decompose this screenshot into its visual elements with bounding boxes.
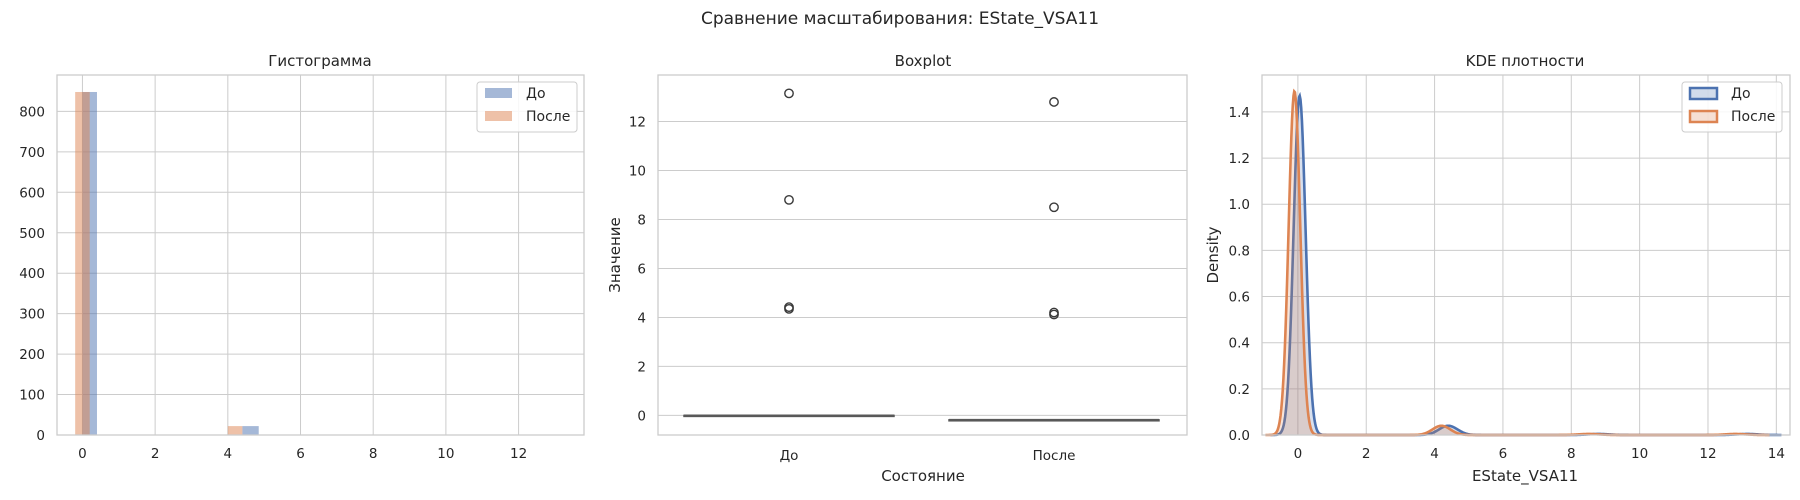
kde-x-tick-label: 0 [1294,446,1303,462]
boxplot-panel: Boxplot 0 2 4 6 8 10 12 До После Состояние Знач… [606,52,1188,485]
kde-y-tick-label: 1.0 [1229,197,1250,213]
histogram-x-tick-label: 0 [78,446,87,462]
boxplot-y-tick-label: 8 [637,212,646,228]
histogram-y-tick-label: 0 [36,428,45,444]
kde-x-tick-label: 2 [1362,446,1371,462]
figure-suptitle: Сравнение масштабирования: EState_VSA11 [701,9,1099,29]
histogram-x-tick-label: 6 [296,446,305,462]
kde-line [1270,91,1782,437]
kde-x-tick-label: 14 [1768,446,1785,462]
histogram-y-tick-label: 400 [19,266,45,282]
histogram-x-tick-label: 4 [224,446,233,462]
boxplot-y-tick-label: 10 [629,164,646,180]
histogram-y-tick-label: 800 [19,104,45,120]
histogram-legend-swatch-after [485,111,512,121]
kde-y-tick-label: 0.8 [1229,243,1250,259]
kde-legend: До После [1681,81,1783,133]
boxplot-y-ticks: 0 2 4 6 8 10 12 [629,115,646,425]
boxplot-y-tick-label: 6 [637,261,646,277]
kde-y-tick-label: 0.2 [1229,382,1250,398]
histogram-legend-before: До [526,86,546,102]
kde-area [1265,91,1770,436]
histogram-y-tick-label: 100 [19,388,45,404]
histogram-y-tick-label: 600 [19,185,45,201]
boxplot-ylabel: Значение [606,217,624,293]
kde-curves [1265,88,1782,437]
kde-xlabel: EState_VSA11 [1472,467,1578,486]
boxplot-title: Boxplot [895,52,952,70]
kde-y-tick-label: 1.4 [1229,105,1250,121]
histogram-legend: До После [476,81,578,133]
histogram-x-ticks: 0 2 4 6 8 10 12 [78,446,527,462]
boxplot-outlier [784,194,794,205]
histogram-bars [75,91,259,435]
boxplot-x-tick-label: После [1033,448,1076,464]
boxplot-outlier [1049,307,1059,318]
kde-panel: KDE плотности 0 2 4 6 8 10 12 14 0.00.20.40.60.… [1204,52,1791,486]
boxplot-marks [683,88,1160,422]
histogram-bar [75,91,90,435]
boxplot-grid [658,121,1187,416]
histogram-bar [227,426,243,435]
histogram-x-tick-label: 2 [151,446,160,462]
histogram-legend-after: После [526,109,570,125]
boxplot-xlabel: Состояние [881,467,965,485]
kde-y-tick-label: 1.2 [1229,151,1250,167]
kde-legend-swatch-after [1688,109,1719,124]
kde-x-tick-label: 6 [1499,446,1508,462]
kde-legend-after: После [1731,109,1775,125]
kde-x-ticks: 0 2 4 6 8 10 12 14 [1294,446,1785,462]
histogram-frame [56,74,585,436]
histogram-x-tick-label: 10 [437,446,454,462]
boxplot-frame [657,74,1188,436]
histogram-grid [57,75,584,436]
kde-y-tick-label: 0.6 [1229,290,1250,306]
histogram-y-tick-label: 200 [19,347,45,363]
histogram-y-tick-label: 700 [19,145,45,161]
kde-legend-swatch-before [1688,86,1719,101]
boxplot-outlier [1049,97,1059,107]
kde-x-tick-label: 12 [1699,446,1716,462]
kde-x-tick-label: 10 [1631,446,1648,462]
histogram-legend-swatch-before [485,88,512,98]
histogram-panel: Гистограмма 0 2 4 6 8 10 12 0 100 200 300 400 500 60… [19,52,585,462]
kde-legend-box [1681,81,1783,133]
boxplot-x-tick-label: До [780,448,799,464]
boxplot-outlier [784,302,794,313]
kde-area [1270,95,1782,436]
histogram-y-tick-label: 500 [19,226,45,242]
histogram-x-tick-label: 12 [510,446,527,462]
kde-ylabel: Density [1204,226,1222,283]
histogram-y-ticks: 0 100 200 300 400 500 600 700 800 [19,104,45,444]
kde-legend-before: До [1731,86,1751,102]
kde-frame [1261,74,1791,436]
histogram-y-tick-label: 300 [19,307,45,323]
boxplot-y-tick-label: 12 [629,115,646,131]
boxplot-y-tick-label: 4 [637,310,646,326]
boxplot-outlier [1049,202,1059,213]
kde-title: KDE плотности [1466,52,1585,70]
boxplot-outlier [784,88,794,99]
kde-y-tick-label: 0.4 [1229,336,1250,352]
kde-y-ticks: 0.0 0.2 0.4 0.6 0.8 1.0 1.2 1.4 [1229,105,1250,444]
kde-x-tick-label: 8 [1567,446,1576,462]
histogram-title: Гистограмма [268,52,371,70]
boxplot-y-tick-label: 2 [637,359,646,375]
boxplot-y-tick-label: 0 [637,408,646,424]
kde-x-tick-label: 4 [1430,446,1439,462]
histogram-x-tick-label: 8 [369,446,378,462]
kde-y-tick-label: 0.0 [1229,428,1250,444]
kde-line [1265,88,1770,437]
boxplot-x-ticks: До После [780,448,1076,464]
histogram-bar [242,426,259,435]
